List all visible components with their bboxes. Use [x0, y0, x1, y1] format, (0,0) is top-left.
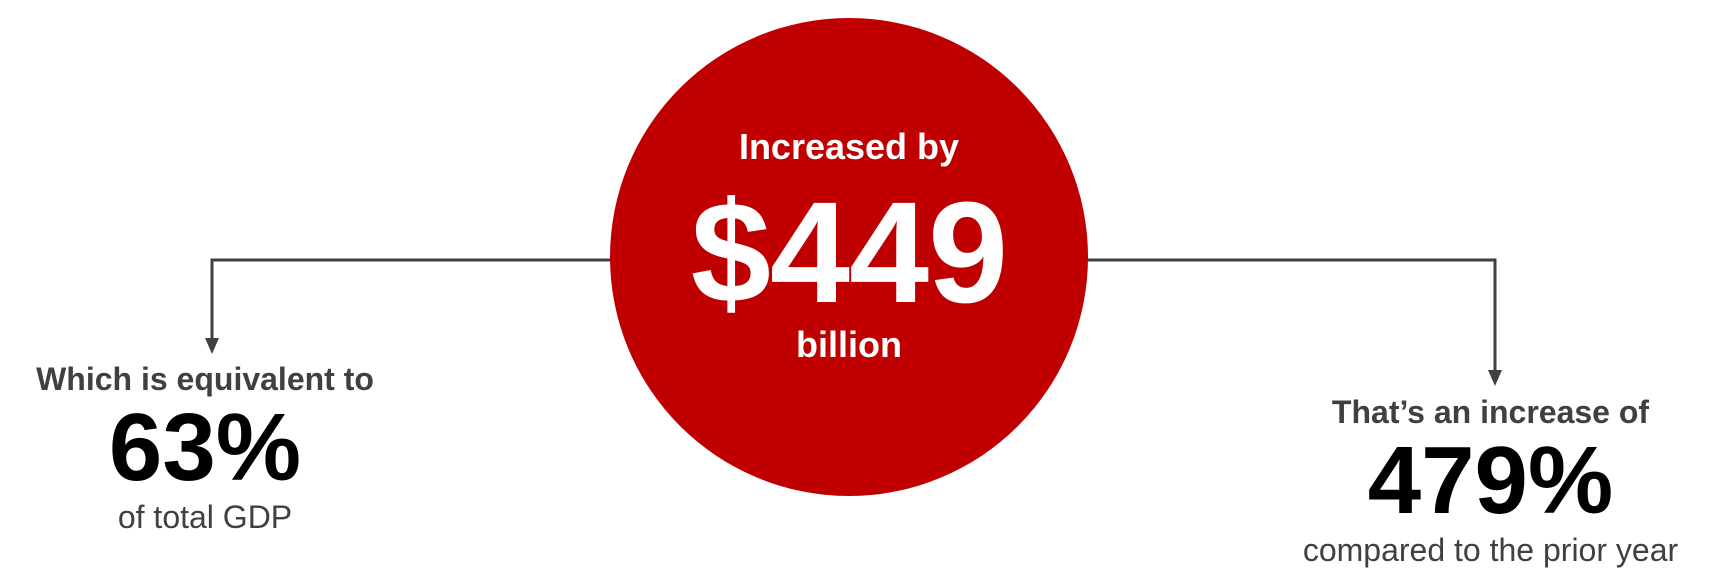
- left-connector-line: [210, 258, 620, 340]
- right-arrowhead: [1488, 370, 1502, 386]
- growth-block: That’s an increase of 479% compared to t…: [1262, 393, 1719, 569]
- increase-label: Increased by: [738, 126, 960, 167]
- right-connector-line: [1080, 258, 1497, 372]
- highlight-circle: Increased by $449 billion: [610, 18, 1088, 496]
- gdp-share-lead: Which is equivalent to: [36, 361, 374, 397]
- gdp-share-caption: of total GDP: [117, 499, 293, 535]
- growth-caption: compared to the prior year: [1302, 532, 1679, 568]
- left-arrowhead: [205, 338, 219, 354]
- gdp-share-value: 63%: [108, 394, 302, 501]
- growth-lead: That’s an increase of: [1331, 394, 1650, 430]
- increase-amount: $449: [690, 172, 1008, 333]
- gdp-share-block: Which is equivalent to 63% of total GDP: [0, 360, 410, 536]
- growth-value: 479%: [1367, 427, 1614, 534]
- increase-unit: billion: [796, 324, 902, 365]
